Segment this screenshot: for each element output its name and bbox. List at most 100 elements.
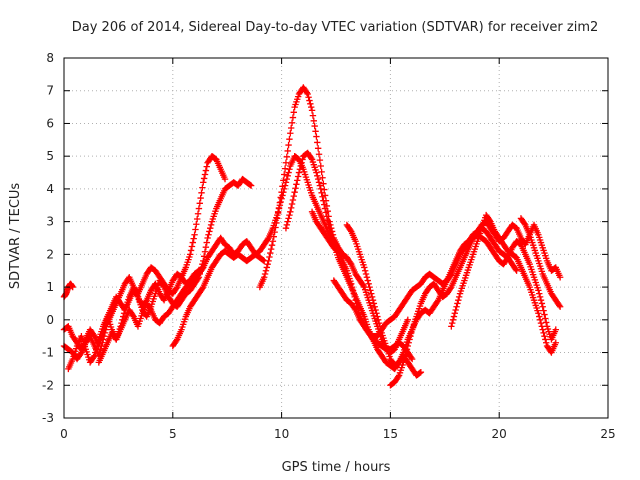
data-point [513, 267, 520, 274]
data-point [543, 319, 550, 326]
data-point [319, 174, 326, 181]
data-point [93, 346, 100, 353]
data-point [198, 189, 205, 197]
data-point [201, 248, 209, 255]
data-point [556, 274, 564, 281]
data-point [321, 201, 328, 208]
data-point [272, 224, 279, 231]
data-point [315, 151, 323, 158]
data-point [552, 326, 559, 333]
data-point [294, 173, 302, 180]
data-series [60, 84, 564, 389]
data-point [541, 332, 548, 340]
data-point [347, 259, 354, 267]
x-tick-label: 25 [600, 427, 615, 441]
data-point [401, 355, 408, 363]
y-tick-label: 4 [46, 182, 54, 196]
data-point [266, 253, 273, 261]
y-tick-label: 7 [46, 84, 54, 98]
data-point [289, 114, 297, 121]
data-point [307, 103, 315, 111]
data-point [363, 274, 371, 281]
data-point [377, 326, 385, 333]
data-point [94, 339, 102, 346]
data-point [404, 316, 412, 324]
data-point [316, 156, 324, 164]
data-point [408, 329, 415, 337]
data-point [328, 231, 335, 238]
data-point [395, 373, 402, 380]
data-point [276, 199, 284, 206]
data-point [203, 163, 210, 170]
data-point [194, 210, 202, 217]
data-point [285, 141, 292, 149]
data-point [207, 221, 215, 229]
data-point [538, 300, 546, 307]
data-point [486, 217, 493, 224]
data-point [318, 168, 325, 176]
data-point [539, 303, 546, 310]
data-point [556, 302, 563, 309]
data-point [536, 293, 544, 301]
data-point [90, 353, 97, 361]
data-point [100, 332, 108, 340]
data-point [311, 122, 318, 130]
data-point [408, 355, 416, 363]
data-point [278, 195, 285, 202]
data-point [284, 218, 291, 225]
axes: 0 5 10 15 20 25 -3 -2 -1 0 1 2 3 4 5 6 7 8 [42, 51, 616, 441]
data-point [247, 181, 254, 189]
data-point [294, 177, 301, 184]
data-point [320, 197, 327, 204]
data-point [282, 224, 290, 232]
data-point [416, 369, 424, 377]
data-point [370, 300, 378, 307]
data-point [312, 128, 319, 135]
data-point [304, 90, 311, 98]
data-point [308, 107, 316, 114]
data-point [375, 319, 383, 327]
data-point [284, 172, 291, 180]
data-point [160, 282, 167, 289]
data-point [290, 192, 297, 200]
data-point [187, 247, 195, 254]
y-tick-label: 1 [46, 280, 54, 294]
data-point [271, 228, 278, 236]
data-point [193, 221, 200, 228]
data-point [102, 326, 109, 333]
data-point [317, 185, 324, 193]
data-point [417, 368, 425, 376]
data-point [407, 332, 414, 340]
data-point [307, 154, 315, 162]
data-point [287, 208, 294, 216]
data-point [536, 313, 543, 320]
x-tick-label: 5 [169, 427, 177, 441]
data-point [197, 194, 204, 202]
data-point [92, 349, 99, 356]
data-point [284, 147, 291, 155]
y-tick-label: 0 [46, 313, 54, 327]
data-point [537, 319, 545, 327]
data-point [366, 283, 373, 291]
y-tick-label: -3 [42, 411, 54, 425]
data-point [173, 337, 180, 344]
data-point [289, 196, 297, 204]
data-point [453, 303, 460, 310]
data-point [279, 183, 286, 190]
data-point [193, 215, 201, 223]
data-point [273, 219, 280, 227]
data-point [536, 290, 543, 297]
data-point [368, 293, 376, 301]
chart-title: Day 206 of 2014, Sidereal Day-to-day VTE… [72, 20, 599, 35]
x-tick-label: 10 [274, 427, 289, 441]
data-point [195, 205, 203, 212]
x-tick-label: 20 [492, 427, 507, 441]
data-point [280, 177, 287, 184]
data-point [287, 124, 295, 132]
data-point [290, 109, 297, 116]
data-point [262, 267, 270, 274]
data-point [200, 175, 208, 182]
data-point [129, 312, 136, 319]
